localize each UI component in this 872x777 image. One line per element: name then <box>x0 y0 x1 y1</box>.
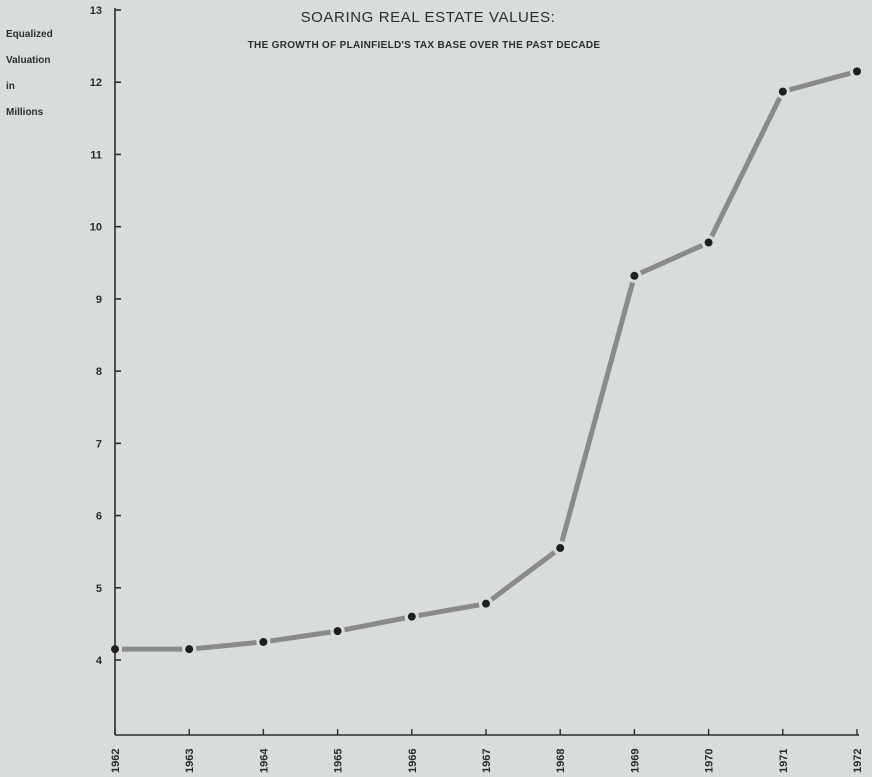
data-point <box>185 645 194 654</box>
chart-title: SOARING REAL ESTATE VALUES: <box>301 9 556 26</box>
x-tick-label: 1967 <box>481 749 493 773</box>
y-tick-label: 6 <box>96 511 102 523</box>
chart-subtitle: THE GROWTH OF PLAINFIELD'S TAX BASE OVER… <box>248 40 601 51</box>
y-tick-label: 4 <box>96 655 103 667</box>
x-tick-label: 1964 <box>258 748 270 773</box>
y-tick-label: 13 <box>90 5 102 17</box>
x-tick-label: 1968 <box>555 749 567 773</box>
series-segment <box>709 96 782 238</box>
data-point <box>333 627 342 636</box>
data-point <box>407 612 416 621</box>
series-segment <box>559 281 635 542</box>
y-axis-label-line: Valuation <box>6 55 50 66</box>
series-segment <box>195 640 257 651</box>
series-segment <box>343 615 406 633</box>
y-tick-label: 9 <box>96 294 102 306</box>
y-ticks: 4 5 6 7 8 9 10 11 12 13 <box>90 5 121 667</box>
data-point <box>704 238 713 247</box>
series-segment <box>490 550 557 602</box>
x-tick-label: 1963 <box>184 749 196 773</box>
series-segment <box>788 70 851 93</box>
x-tick-label: 1966 <box>407 749 419 773</box>
series-line <box>122 70 851 652</box>
y-axis-label-line: Millions <box>6 107 44 118</box>
y-tick-label: 8 <box>96 366 102 378</box>
y-tick-label: 12 <box>90 77 102 89</box>
x-tick-label: 1972 <box>852 749 864 773</box>
data-point <box>482 599 490 608</box>
y-axis-label: Equalized Valuation in Millions <box>6 29 53 118</box>
x-tick-label: 1969 <box>629 749 641 773</box>
y-tick-label: 11 <box>90 149 102 161</box>
x-tick-label: 1962 <box>110 749 122 773</box>
series-points <box>111 67 861 654</box>
y-tick-label: 10 <box>90 222 102 234</box>
y-axis-label-line: Equalized <box>6 29 53 40</box>
y-tick-label: 7 <box>96 438 102 450</box>
x-tick-label: 1971 <box>778 749 790 773</box>
data-point <box>630 271 639 280</box>
data-point <box>853 67 861 76</box>
y-tick-label: 5 <box>96 583 102 595</box>
series-segment <box>639 243 704 276</box>
data-point <box>778 87 787 96</box>
data-point <box>259 637 268 646</box>
data-point <box>556 544 565 553</box>
y-axis-label-line: in <box>6 81 15 92</box>
series-segment <box>418 602 480 618</box>
x-tick-label: 1970 <box>704 749 716 773</box>
x-ticks: 1962 1963 1964 1965 1966 1967 1968 1969 1970 1971… <box>110 729 864 773</box>
series-segment <box>269 629 332 644</box>
x-tick-label: 1965 <box>333 749 345 773</box>
data-point <box>111 645 119 654</box>
